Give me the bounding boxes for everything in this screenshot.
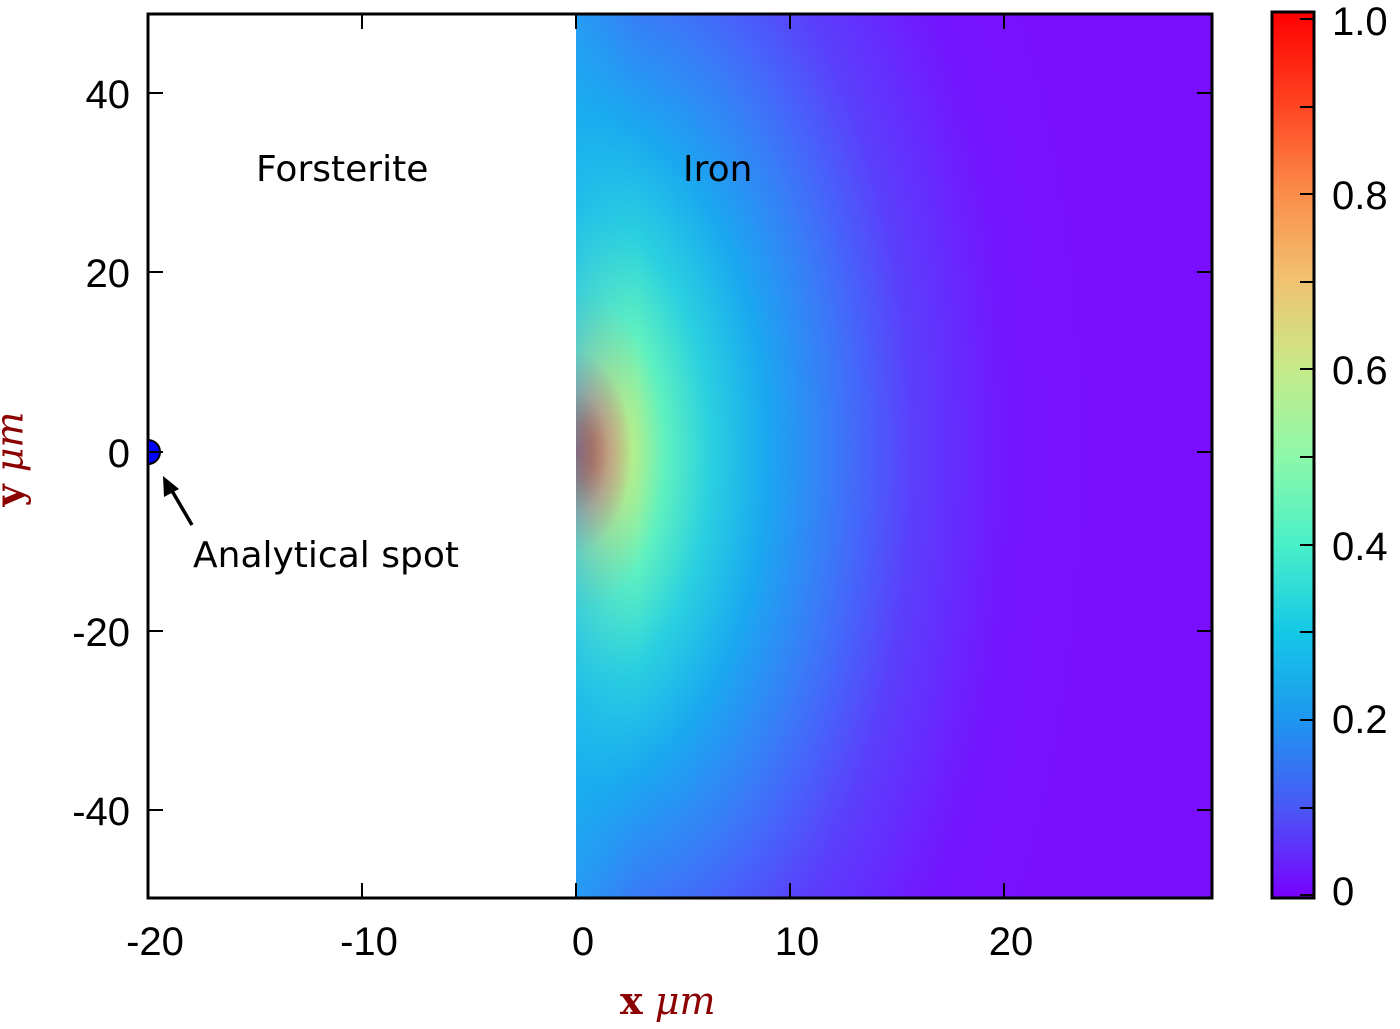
y-tick-label: -40 — [72, 790, 130, 834]
x-axis-variable: x — [620, 978, 643, 1023]
colorbar-tick-label: 0.2 — [1332, 698, 1388, 742]
x-tick-label: 0 — [571, 920, 595, 964]
colorbar-tick-label: 0.6 — [1332, 349, 1388, 393]
colorbar-ticks — [1300, 18, 1314, 896]
iron-label: Iron — [683, 149, 753, 190]
colorbar — [1270, 10, 1316, 900]
y-axis-variable: y — [0, 484, 31, 506]
analytical-spot-arrow-icon — [163, 476, 194, 526]
forsterite-label: Forsterite — [256, 149, 429, 190]
y-axis-label: y μm — [0, 411, 32, 507]
analytical-spot-label: Analytical spot — [193, 535, 459, 576]
x-axis-ticks — [361, 14, 1005, 898]
x-tick-label: 20 — [988, 920, 1034, 964]
y-axis-unit: μm — [0, 411, 32, 473]
forsterite-region — [148, 14, 576, 898]
y-tick-label: -20 — [72, 611, 130, 655]
colorbar-tick-label: 0.4 — [1332, 525, 1388, 569]
colorbar-tick-label: 0 — [1332, 870, 1355, 914]
y-tick-label: 0 — [107, 432, 130, 476]
x-axis-label: x μm — [620, 979, 716, 1023]
x-tick-label: 10 — [774, 920, 820, 964]
x-tick-label: -20 — [126, 920, 184, 964]
colorbar-tick-label: 0.8 — [1332, 174, 1388, 218]
x-axis-unit: μm — [654, 979, 716, 1023]
colorbar-tick-label: 1.0 — [1332, 0, 1388, 44]
x-tick-label: -10 — [340, 920, 398, 964]
y-tick-label: 40 — [85, 73, 131, 117]
y-tick-label: 20 — [85, 252, 131, 296]
iron-region — [576, 14, 1212, 898]
